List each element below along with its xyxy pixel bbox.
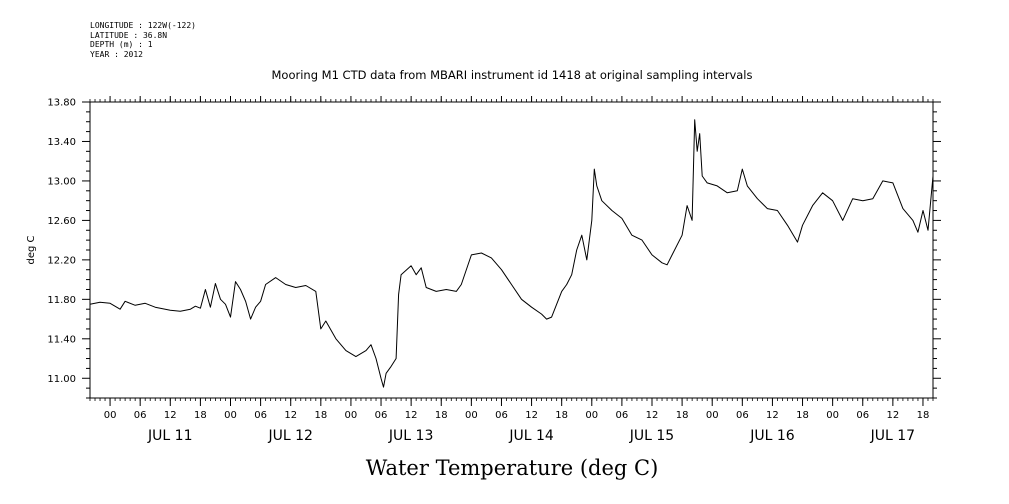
x-day-label: JUL 13 [388, 428, 433, 444]
chart-title: Mooring M1 CTD data from MBARI instrumen… [272, 68, 753, 82]
x-hour-label: 18 [555, 410, 568, 421]
x-hour-label: 12 [766, 410, 779, 421]
longitude-label: LONGITUDE : 122W(-122) [90, 21, 196, 30]
metadata-block: LONGITUDE : 122W(-122) LATITUDE : 36.8N … [90, 21, 196, 59]
year-label: YEAR : 2012 [90, 49, 143, 59]
x-hour-label: 00 [104, 410, 117, 421]
y-tick-label: 11.00 [47, 374, 76, 385]
x-day-label: JUL 11 [147, 428, 192, 444]
x-hour-label: 18 [435, 410, 448, 421]
x-hour-label: 06 [375, 410, 388, 421]
y-tick-label: 12.20 [47, 255, 76, 266]
x-day-label: JUL 14 [508, 428, 554, 444]
x-day-label: JUL 17 [870, 428, 915, 444]
x-hour-label: 06 [736, 410, 749, 421]
y-axis-label: deg C [26, 235, 37, 264]
x-hour-label: 18 [194, 410, 207, 421]
x-hour-label: 12 [525, 410, 538, 421]
y-tick-label: 11.80 [47, 295, 76, 306]
x-day-label: JUL 15 [629, 428, 674, 444]
x-axis-label: Water Temperature (deg C) [366, 456, 659, 480]
x-hour-label: 18 [314, 410, 327, 421]
series-layer [89, 119, 934, 388]
x-hour-label: 12 [886, 410, 899, 421]
x-hour-label: 12 [284, 410, 297, 421]
latitude-label: LATITUDE : 36.8N [90, 30, 168, 40]
y-tick-label: 13.40 [47, 137, 76, 148]
x-hour-label: 12 [646, 410, 659, 421]
x-hour-label: 06 [254, 410, 267, 421]
depth-label: DEPTH (m) : 1 [90, 40, 153, 49]
x-hour-label: 18 [676, 410, 689, 421]
x-hour-label: 00 [345, 410, 358, 421]
x-hour-label: 00 [706, 410, 719, 421]
x-hour-label: 00 [826, 410, 839, 421]
plot-frame [89, 101, 934, 399]
x-hour-label: 00 [585, 410, 598, 421]
y-tick-label: 13.00 [47, 176, 76, 187]
y-tick-label: 12.60 [47, 216, 76, 227]
x-hour-label: 00 [465, 410, 478, 421]
x-hour-label: 06 [616, 410, 629, 421]
x-hour-label: 12 [405, 410, 418, 421]
x-hour-label: 00 [224, 410, 237, 421]
temperature-series-line [89, 119, 934, 388]
x-hour-label: 06 [134, 410, 147, 421]
x-hour-label: 06 [495, 410, 508, 421]
y-tick-label: 13.80 [47, 98, 76, 109]
x-day-label: JUL 12 [267, 428, 312, 444]
x-day-label: JUL 16 [749, 428, 795, 444]
x-hour-label: 12 [164, 410, 177, 421]
x-hour-label: 18 [796, 410, 809, 421]
y-tick-label: 11.40 [47, 334, 76, 345]
x-hour-label: 18 [917, 410, 930, 421]
x-hour-label: 06 [856, 410, 869, 421]
axes-layer: 11.00 11.40 11.80 12.20 12.60 13.00 13.40 13.80… [47, 96, 941, 444]
